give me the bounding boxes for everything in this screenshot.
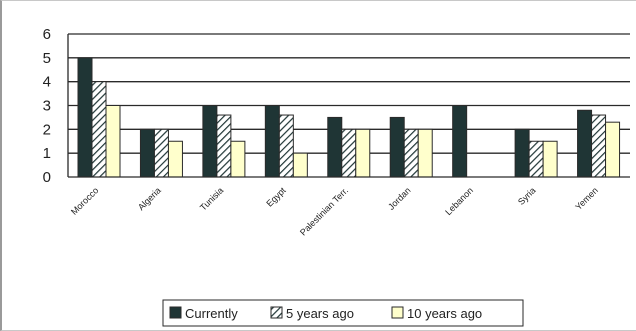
category-label: Algeria xyxy=(136,185,163,212)
bar-solid-1 xyxy=(167,140,183,178)
category-label: Syria xyxy=(516,185,538,207)
bar-solid-3 xyxy=(292,152,308,178)
category-label: Egypt xyxy=(264,185,288,209)
bar-solid-8 xyxy=(577,109,593,178)
category-label: Palestinian Terr. xyxy=(298,185,350,237)
category-label: Morocco xyxy=(69,185,100,216)
bar-solid-3 xyxy=(264,105,280,178)
legend-swatch xyxy=(169,306,182,319)
bar-solid-2 xyxy=(202,105,218,178)
bar-solid-0 xyxy=(77,57,93,178)
legend-label: Currently xyxy=(185,306,238,321)
y-tick-label: 0 xyxy=(43,169,51,186)
bar-solid-4 xyxy=(327,116,343,178)
bar-solid-5 xyxy=(389,116,405,178)
y-tick-label: 4 xyxy=(43,74,51,91)
bar-hatch-8 xyxy=(591,114,607,178)
bar-solid-7 xyxy=(514,128,530,178)
bar-hatch-0 xyxy=(91,81,107,178)
y-tick-label: 5 xyxy=(43,50,51,67)
bar-hatch-1 xyxy=(153,128,169,178)
y-tick-label: 2 xyxy=(43,121,51,138)
bar-solid-7 xyxy=(542,140,558,178)
legend-swatch xyxy=(391,306,404,319)
y-tick-label: 1 xyxy=(43,145,51,162)
bar-solid-6 xyxy=(452,105,468,178)
legend-box xyxy=(162,299,524,327)
legend-label: 5 years ago xyxy=(286,306,354,321)
category-label: Lebanon xyxy=(443,185,475,217)
category-label: Jordan xyxy=(386,185,413,212)
y-tick-label: 6 xyxy=(43,26,51,43)
category-label: Tunisia xyxy=(198,185,225,212)
legend-swatch xyxy=(270,306,283,319)
bar-hatch-3 xyxy=(278,114,294,178)
bar-hatch-2 xyxy=(216,114,232,178)
category-label: Yemen xyxy=(573,185,600,212)
bar-solid-5 xyxy=(417,128,433,178)
bar-solid-2 xyxy=(230,140,246,178)
bar-solid-1 xyxy=(139,128,155,178)
bar-hatch-5 xyxy=(403,128,419,178)
bar-solid-0 xyxy=(105,105,121,178)
bar-solid-4 xyxy=(355,128,371,178)
y-tick-label: 3 xyxy=(43,98,51,115)
bar-hatch-4 xyxy=(341,128,357,178)
legend-label: 10 years ago xyxy=(407,306,482,321)
bar-hatch-7 xyxy=(528,140,544,178)
bar-solid-8 xyxy=(605,121,621,178)
